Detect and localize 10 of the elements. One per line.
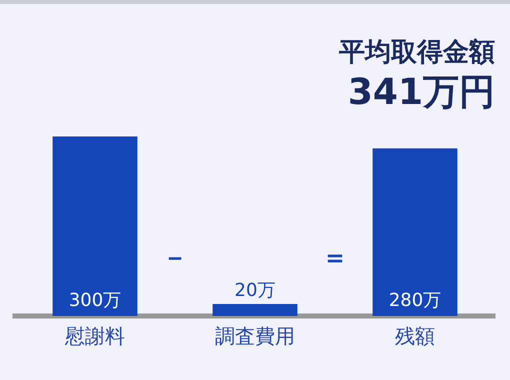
x-tick-label: 調査費用 [215,324,295,348]
data-label: 280万 [388,290,442,311]
annotation: － [162,243,188,273]
x-tick-label: 慰謝料 [64,324,125,348]
x-tick-label: 残額 [395,324,435,348]
data-label: 300万 [68,290,122,311]
chart-title: 平均取得金額 [338,37,495,68]
annotation: ＝ [322,243,348,273]
chart-subtitle: 341万円 [348,72,495,114]
data-label: 20万 [234,280,276,302]
